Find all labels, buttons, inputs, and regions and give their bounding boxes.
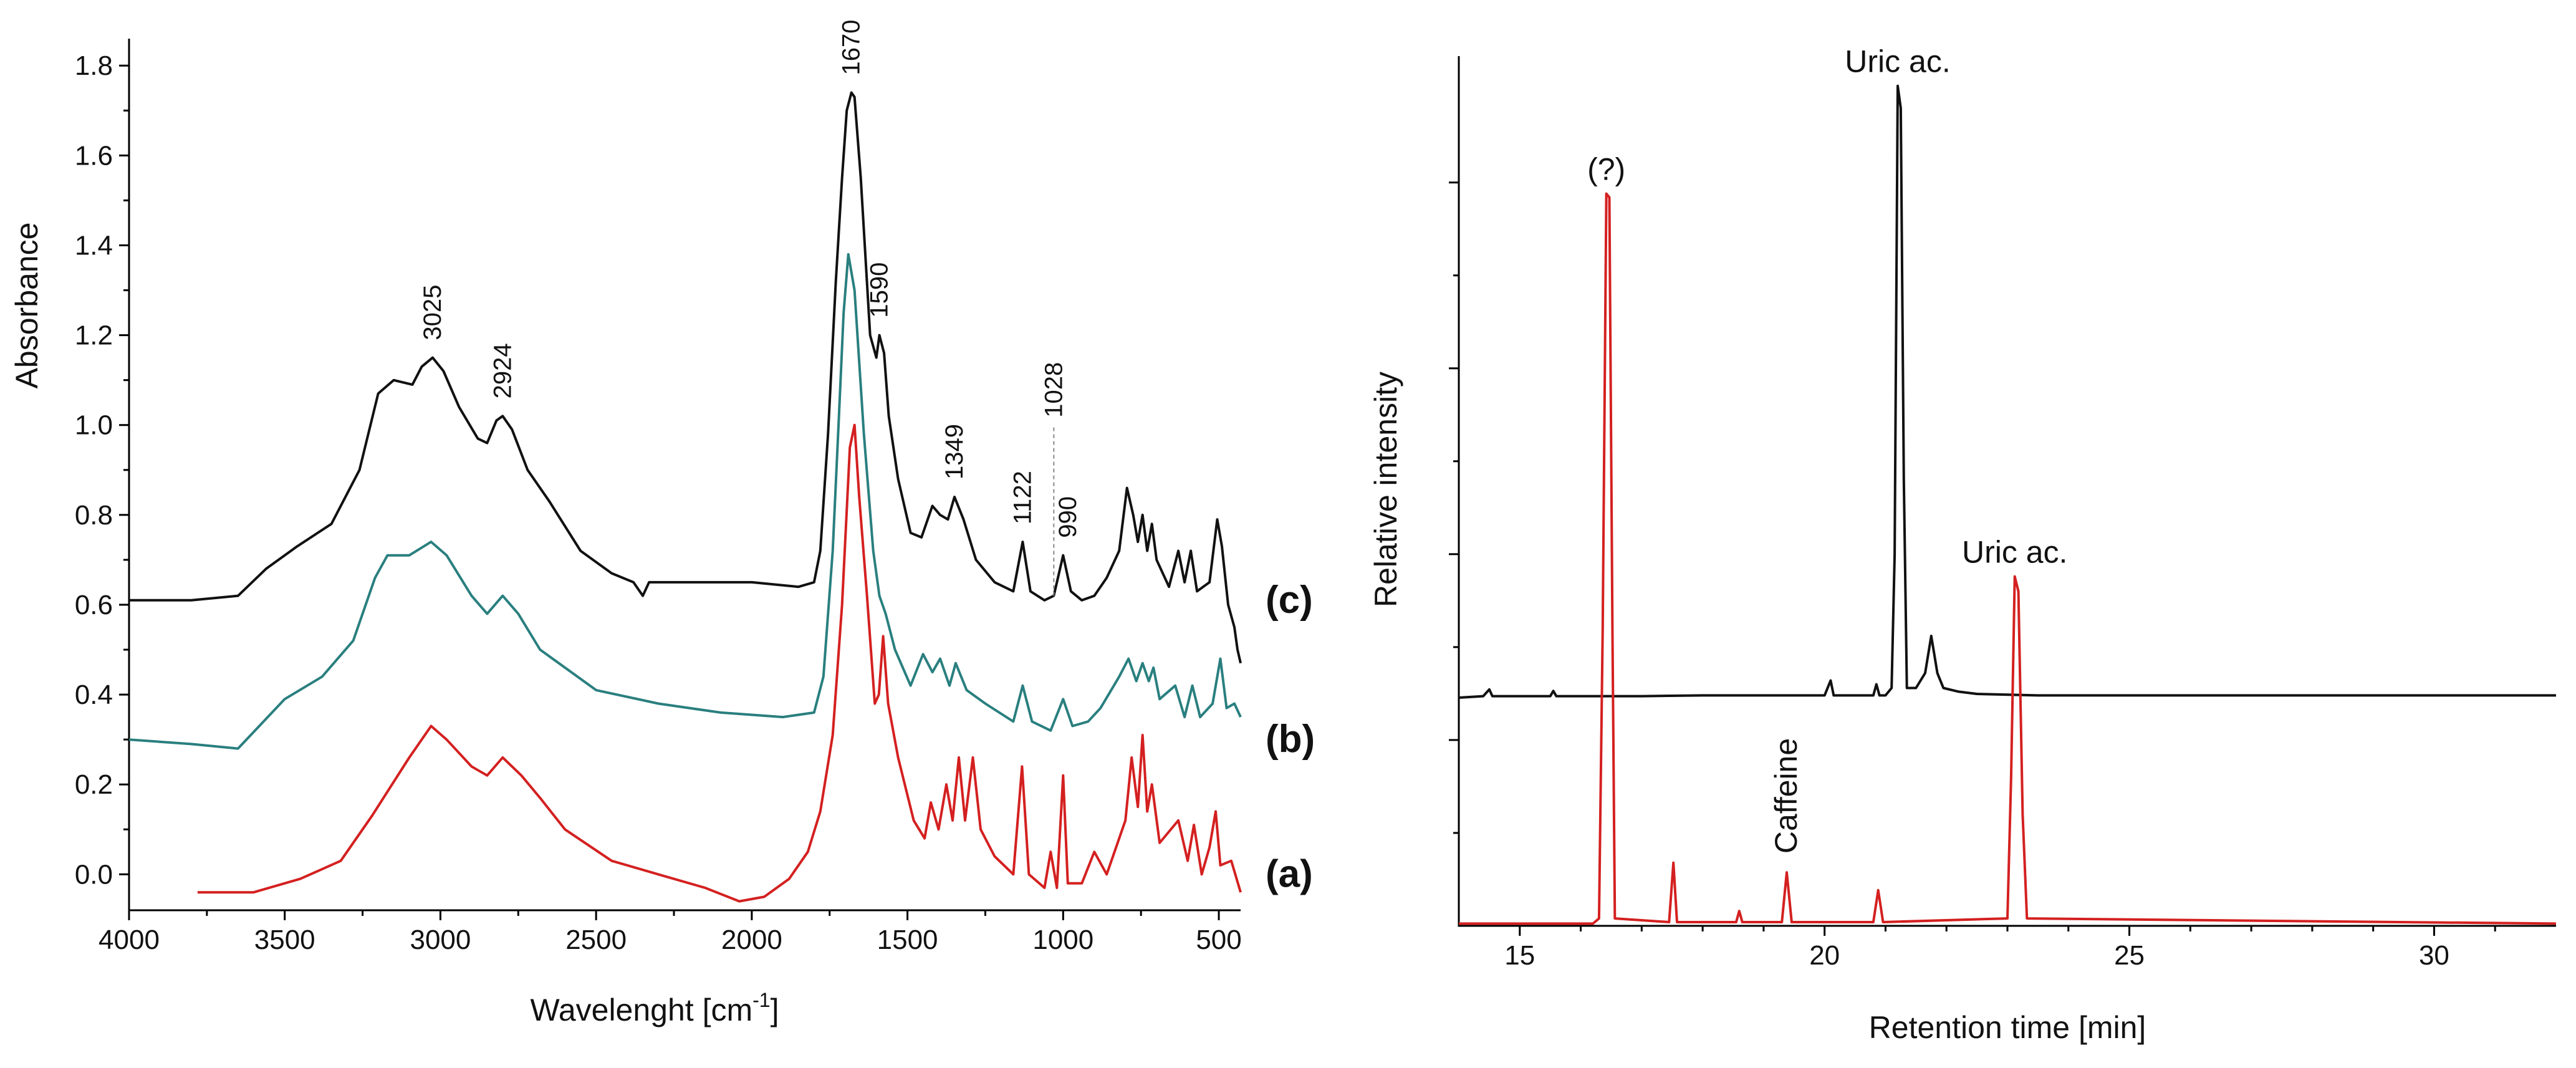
ftir-y-tick-label: 0.2 xyxy=(75,769,113,800)
ftir-y-axis-label: Absorbance xyxy=(9,223,44,389)
ftir-x-tick-label: 2000 xyxy=(721,925,782,955)
ftir-x-tick-label: 1500 xyxy=(877,925,938,955)
ftir-chart: 0.0 0.2 0.4 0.6 0.8 1.0 1.2 1.4 1.6 1.8 4000 3500 30… xyxy=(9,19,1315,1027)
ftir-panel-label-c: (c) xyxy=(1266,579,1313,622)
chromatogram-ticks: 15 20 25 30 xyxy=(1449,181,2496,971)
ftir-y-tick-label: 1.6 xyxy=(75,140,113,171)
ftir-x-axis-label: Wavelenght [cm-1] xyxy=(531,989,779,1027)
ftir-peak-label-2924: 2924 xyxy=(489,343,516,398)
ftir-peak-label-3025: 3025 xyxy=(419,285,446,340)
chromatogram-chart: 15 20 25 30 (?) Uric ac. Uric ac. Caffeine Rel… xyxy=(1368,44,2557,1045)
chromatogram-series-black xyxy=(1458,84,2556,699)
ftir-x-axis-label-end: ] xyxy=(771,993,779,1027)
chromatogram-series xyxy=(1458,84,2557,925)
chromatogram-peak-label-caffeine: Caffeine xyxy=(1769,738,1804,854)
ftir-y-tick-label: 1.4 xyxy=(75,230,113,261)
ftir-peak-labels: 3025 2924 1670 1590 1349 1122 1028 990 xyxy=(419,19,1082,596)
ftir-x-tick-label: 2500 xyxy=(565,925,627,955)
ftir-x-tick-label: 3500 xyxy=(254,925,315,955)
ftir-x-axis-label-superscript: -1 xyxy=(752,989,770,1011)
ftir-y-tick-label: 1.2 xyxy=(75,320,113,351)
ftir-series xyxy=(128,91,1242,903)
ftir-peak-label-1028: 1028 xyxy=(1040,362,1067,418)
ftir-panel-labels: (a) (b) (c) xyxy=(1266,579,1315,896)
chromatogram-x-axis-label: Retention time [min] xyxy=(1869,1010,2146,1045)
chromatogram-y-axis-label: Relative intensity xyxy=(1368,372,1403,607)
ftir-y-tick-label: 0.0 xyxy=(75,859,113,890)
ftir-x-axis-label-main: Wavelenght [cm xyxy=(531,993,753,1027)
chromatogram-x-tick-label: 15 xyxy=(1504,940,1535,971)
chromatogram-peak-label--0: (?) xyxy=(1587,152,1625,187)
ftir-y-tick-label: 0.6 xyxy=(75,590,113,620)
chromatogram-x-tick-label: 20 xyxy=(1809,940,1840,971)
chromatogram-x-tick-label: 25 xyxy=(2114,940,2145,971)
chromatogram-axes xyxy=(1458,56,2556,927)
ftir-x-tick-label: 500 xyxy=(1196,925,1241,955)
chromatogram-x-tick-label: 30 xyxy=(2419,940,2449,971)
ftir-y-tick-label: 0.8 xyxy=(75,500,113,531)
ftir-ticks: 0.0 0.2 0.4 0.6 0.8 1.0 1.2 1.4 1.6 1.8 4000 3500 30… xyxy=(75,51,1242,955)
ftir-x-tick-label: 4000 xyxy=(99,925,160,955)
ftir-series-b xyxy=(128,253,1242,750)
ftir-peak-label-1590: 1590 xyxy=(866,262,893,318)
ftir-series-a xyxy=(197,423,1242,903)
ftir-x-tick-label: 1000 xyxy=(1032,925,1093,955)
ftir-y-tick-label: 1.8 xyxy=(75,51,113,81)
chromatogram-peak-label-uric-ac-2: Uric ac. xyxy=(1962,535,2067,570)
chromatogram-series-red xyxy=(1459,192,2557,925)
ftir-panel-label-b: (b) xyxy=(1266,718,1315,761)
ftir-peak-label-990: 990 xyxy=(1054,496,1082,538)
ftir-axes xyxy=(128,39,1241,912)
chromatogram-peak-labels: (?) Uric ac. Uric ac. Caffeine xyxy=(1587,44,2067,854)
chromatogram-peak-label-uric-ac-1: Uric ac. xyxy=(1845,44,1950,79)
ftir-peak-label-1670: 1670 xyxy=(838,19,865,75)
ftir-panel-label-a: (a) xyxy=(1266,852,1313,895)
ftir-series-c xyxy=(129,91,1242,664)
ftir-x-tick-label: 3000 xyxy=(410,925,471,955)
ftir-peak-label-1122: 1122 xyxy=(1009,471,1036,524)
ftir-y-tick-label: 0.4 xyxy=(75,680,113,710)
ftir-y-tick-label: 1.0 xyxy=(75,410,113,441)
ftir-peak-label-1349: 1349 xyxy=(941,424,968,479)
